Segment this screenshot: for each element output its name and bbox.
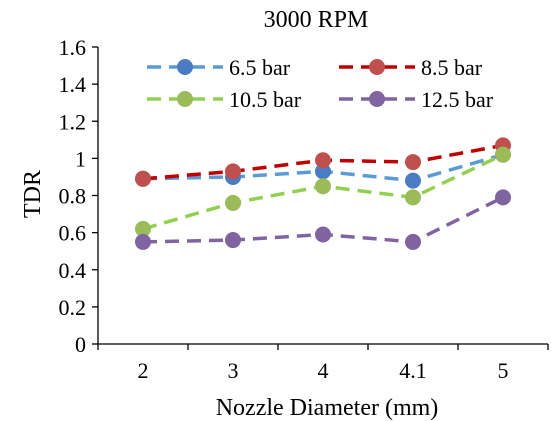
y-tick-label: 0.8 bbox=[59, 184, 87, 209]
series-layer bbox=[135, 137, 511, 250]
data-point bbox=[315, 226, 331, 243]
data-point bbox=[405, 189, 421, 206]
x-axis-label: Nozzle Diameter (mm) bbox=[216, 395, 439, 421]
y-tick-label: 1.2 bbox=[59, 109, 87, 134]
y-tick-label: 0.6 bbox=[59, 221, 87, 246]
y-tick-label: 1 bbox=[75, 146, 86, 171]
x-tick-label: 5 bbox=[498, 358, 509, 383]
legend-marker bbox=[369, 59, 385, 75]
y-tick-label: 1.6 bbox=[59, 35, 87, 60]
series-10-5-bar bbox=[135, 146, 511, 237]
legend-entry: 6.5 bar bbox=[147, 55, 291, 80]
data-point bbox=[495, 189, 511, 206]
data-point bbox=[495, 146, 511, 163]
data-point bbox=[225, 163, 241, 180]
data-point bbox=[405, 154, 421, 171]
axes: 0 0.2 0.4 0.6 0.8 1 1.2 1.4 1.6 2 3 4 4.1 5 bbox=[59, 35, 549, 383]
chart-title: 3000 RPM bbox=[264, 7, 369, 33]
data-point bbox=[405, 172, 421, 189]
data-point bbox=[225, 194, 241, 211]
legend: 6.5 bar 8.5 bar 10.5 bar 12.5 bar bbox=[147, 55, 494, 112]
legend-marker bbox=[369, 91, 385, 107]
legend-label: 6.5 bar bbox=[229, 55, 291, 80]
y-tick-label: 0.4 bbox=[59, 258, 87, 283]
data-point bbox=[135, 220, 151, 237]
x-tick-label: 4 bbox=[318, 358, 329, 383]
data-point bbox=[315, 178, 331, 195]
legend-label: 10.5 bar bbox=[229, 87, 302, 112]
y-tick-label: 0.2 bbox=[59, 295, 87, 320]
x-tick-label: 2 bbox=[138, 358, 149, 383]
legend-entry: 10.5 bar bbox=[147, 87, 302, 112]
x-tick-label: 4.1 bbox=[399, 358, 427, 383]
y-axis-label: TDR bbox=[20, 170, 46, 218]
x-tick-label: 3 bbox=[228, 358, 239, 383]
legend-entry: 8.5 bar bbox=[339, 55, 483, 80]
data-point bbox=[135, 170, 151, 187]
data-point bbox=[315, 152, 331, 169]
legend-marker bbox=[177, 91, 193, 107]
y-tick-label: 0 bbox=[75, 332, 86, 357]
y-tick-label: 1.4 bbox=[59, 72, 87, 97]
legend-marker bbox=[177, 59, 193, 75]
data-point bbox=[405, 233, 421, 250]
legend-entry: 12.5 bar bbox=[339, 87, 494, 112]
data-point bbox=[315, 163, 331, 180]
data-point bbox=[135, 233, 151, 250]
data-point bbox=[225, 232, 241, 249]
legend-label: 8.5 bar bbox=[421, 55, 483, 80]
legend-label: 12.5 bar bbox=[421, 87, 494, 112]
series-12-5-bar bbox=[135, 189, 511, 250]
